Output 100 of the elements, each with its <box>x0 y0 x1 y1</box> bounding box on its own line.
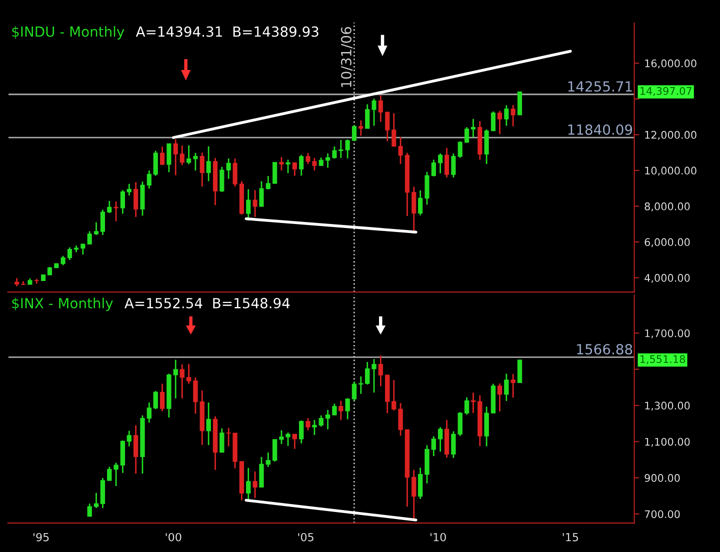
candlestick <box>497 110 502 135</box>
candlestick <box>266 452 270 468</box>
candlestick <box>504 373 509 402</box>
candlestick <box>490 110 496 132</box>
candlestick <box>286 159 290 174</box>
candlestick <box>146 170 152 190</box>
chart-title: $INX - Monthly <box>12 298 113 312</box>
candlestick <box>60 255 66 266</box>
candlestick <box>146 402 152 424</box>
candlestick <box>272 438 278 462</box>
candlestick <box>298 420 304 444</box>
y-tick-label: 6,000.00 <box>644 238 690 248</box>
ref-line-label: 1566.88 <box>577 344 632 354</box>
y-tick-label: 1,300.00 <box>645 402 690 411</box>
candlestick <box>120 440 126 474</box>
candlestick <box>332 402 337 416</box>
y-tick-label: 1,700.00 <box>645 329 690 338</box>
y-tick-label: 4,000.00 <box>644 274 690 283</box>
candlestick <box>398 136 403 165</box>
text: 1,551.18 <box>640 355 686 364</box>
y-tick-label: 12,000.00 <box>645 130 696 140</box>
y-tick-label: 8,000.00 <box>644 202 690 212</box>
candlestick <box>292 434 298 450</box>
candlestick <box>193 376 198 414</box>
candlestick <box>180 364 184 400</box>
candlestick <box>100 209 105 236</box>
candlestick <box>94 222 99 236</box>
chart-title: $INDU - Monthly <box>12 26 124 40</box>
candlestick <box>266 175 270 190</box>
candlestick <box>424 171 430 206</box>
x-tick-label: '00 <box>166 532 182 542</box>
chart-subtitle: A=14394.31 B=14389.93 <box>136 26 318 37</box>
candlestick <box>385 111 390 142</box>
candlestick <box>306 417 310 431</box>
candlestick <box>120 189 125 214</box>
x-tick-label: '95 <box>34 532 49 542</box>
candlestick <box>299 154 304 176</box>
candlestick <box>259 180 264 208</box>
chart-subtitle: A=1552.54 B=1548.94 <box>124 298 290 308</box>
candlestick <box>134 182 138 218</box>
candlestick <box>173 138 178 176</box>
candlestick <box>173 358 178 400</box>
candlestick <box>345 138 350 159</box>
candlestick <box>398 402 403 436</box>
y-tick-label: 900.00 <box>644 474 680 482</box>
candlestick <box>166 142 172 173</box>
candlestick <box>470 118 476 138</box>
candlestick <box>200 152 204 188</box>
candlestick <box>226 158 231 180</box>
candlestick <box>392 112 396 148</box>
y-tick-label: 700.00 <box>644 510 680 518</box>
candlestick <box>392 379 396 412</box>
candlestick <box>153 150 158 177</box>
candlestick <box>510 373 516 398</box>
candlestick <box>160 146 165 166</box>
candlestick <box>252 189 258 218</box>
candlestick <box>332 146 337 160</box>
text: 14,397.07 <box>640 86 692 96</box>
candlestick <box>464 126 470 144</box>
candlestick <box>484 128 489 165</box>
candlestick <box>458 140 462 158</box>
candlestick <box>338 139 344 159</box>
candlestick <box>444 147 450 178</box>
candlestick <box>292 162 297 177</box>
candlestick <box>232 158 238 188</box>
x-tick-label: '15 <box>562 533 578 542</box>
candlestick <box>312 419 317 436</box>
candlestick <box>418 190 423 216</box>
candlestick <box>378 354 384 387</box>
candlestick <box>438 426 443 452</box>
candlestick <box>206 146 211 182</box>
candlestick <box>458 411 462 437</box>
candlestick <box>510 104 516 127</box>
candlestick <box>186 144 192 165</box>
candlestick <box>418 466 423 500</box>
candlestick <box>220 428 224 454</box>
y-tick-label: 16,000.00 <box>645 59 696 68</box>
candlestick <box>484 406 489 448</box>
candlestick <box>220 166 224 193</box>
candlestick <box>279 156 284 172</box>
candlestick <box>412 469 416 521</box>
candlestick <box>372 98 376 126</box>
y-tick-label: 1,100.00 <box>645 438 690 447</box>
candlestick <box>80 243 86 256</box>
candlestick <box>517 92 522 116</box>
candlestick <box>94 492 99 509</box>
candlestick <box>464 396 470 416</box>
candlestick <box>378 94 383 123</box>
candlestick <box>186 363 192 384</box>
candlestick <box>126 430 132 448</box>
candlestick <box>352 124 357 142</box>
candlestick <box>252 470 258 499</box>
candlestick <box>325 409 330 430</box>
candlestick <box>431 436 436 457</box>
candlestick <box>318 414 324 428</box>
candlestick <box>180 144 184 166</box>
candlestick <box>338 400 344 421</box>
ref-line-label: 10/31/06 <box>340 27 353 87</box>
candlestick <box>497 382 502 412</box>
candlestick <box>140 180 145 216</box>
